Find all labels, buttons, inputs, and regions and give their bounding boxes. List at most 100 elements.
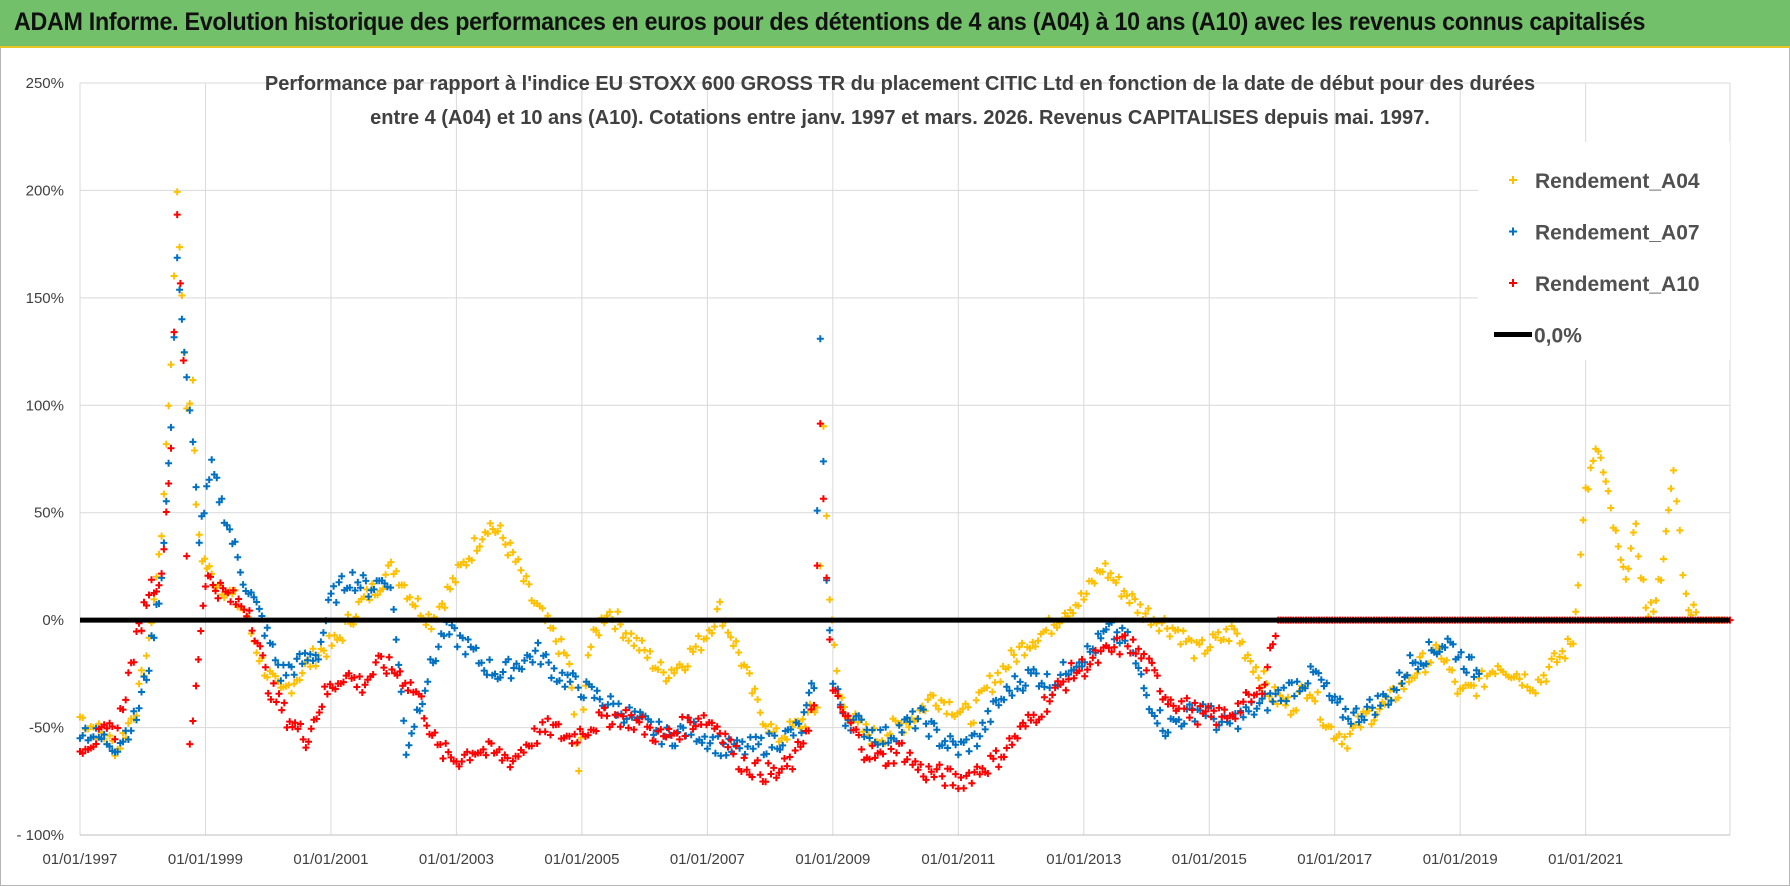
data-point (1395, 669, 1403, 677)
data-point (596, 695, 604, 703)
data-point (1038, 713, 1046, 721)
data-point (925, 763, 933, 770)
data-point (245, 607, 253, 615)
data-point (1145, 655, 1153, 663)
data-point (1421, 668, 1429, 676)
data-point (232, 600, 240, 608)
data-point (1164, 728, 1172, 736)
data-point (1639, 576, 1647, 584)
data-point (449, 574, 457, 582)
data-point (392, 567, 400, 575)
data-point (1475, 670, 1483, 678)
data-point (1015, 643, 1023, 651)
data-point (256, 642, 264, 650)
data-point (315, 709, 323, 716)
chart-title-line1: Performance par rapport à l'indice EU ST… (264, 73, 1536, 95)
data-point (1031, 643, 1039, 650)
data-point (291, 719, 299, 727)
data-point (754, 696, 762, 704)
data-point (914, 766, 922, 774)
data-point (331, 631, 338, 639)
data-point (1266, 644, 1274, 652)
data-point (1247, 698, 1255, 706)
data-point (1107, 569, 1115, 577)
y-tick-label: 200% (26, 182, 64, 199)
data-point (1472, 692, 1480, 700)
data-point (1667, 485, 1675, 493)
data-point (235, 595, 243, 603)
data-point (239, 581, 247, 589)
data-point (195, 539, 203, 547)
data-point (517, 566, 525, 574)
data-point (630, 642, 638, 650)
data-point (440, 632, 448, 640)
data-point (1411, 674, 1418, 682)
data-point (421, 687, 429, 695)
data-point (1333, 699, 1341, 706)
data-point (992, 696, 1000, 704)
data-point (328, 642, 336, 650)
data-point (1650, 608, 1657, 616)
data-point (504, 754, 511, 762)
data-point (404, 687, 412, 694)
data-point (826, 626, 834, 634)
data-point (858, 745, 865, 753)
data-point (858, 716, 865, 724)
data-point (167, 444, 175, 452)
data-point (145, 667, 153, 675)
data-point (833, 667, 841, 675)
data-point (263, 624, 271, 632)
data-point (743, 766, 751, 774)
data-point (468, 556, 476, 564)
data-point (1444, 635, 1452, 643)
data-point (1234, 725, 1242, 733)
data-point (1010, 651, 1018, 659)
data-point (671, 742, 679, 750)
data-point (1014, 734, 1021, 742)
data-point (1183, 694, 1191, 702)
banner-title: ADAM Informe. Evolution historique des p… (14, 8, 1646, 36)
data-point (402, 751, 410, 759)
data-point (491, 670, 499, 678)
data-point (504, 655, 512, 663)
data-point (789, 765, 796, 773)
data-point (646, 647, 654, 655)
data-point (158, 532, 166, 540)
data-point (810, 684, 818, 692)
data-point (496, 522, 504, 529)
data-point (987, 718, 995, 726)
data-point (580, 694, 588, 702)
data-point (1589, 457, 1597, 465)
data-point (997, 678, 1004, 686)
data-point (506, 539, 514, 547)
data-point (713, 723, 721, 731)
data-point (662, 733, 670, 741)
data-point (526, 653, 534, 661)
data-point (914, 715, 922, 723)
data-point (611, 625, 619, 633)
data-point (176, 286, 184, 294)
data-point (176, 279, 184, 287)
data-point (192, 501, 200, 508)
data-point (984, 770, 992, 777)
data-point (153, 588, 160, 595)
data-point (1159, 727, 1167, 735)
data-point (1457, 648, 1465, 656)
data-point (1226, 719, 1234, 727)
data-point (1451, 678, 1459, 686)
data-point (1569, 640, 1577, 648)
data-point (135, 680, 143, 688)
data-point (1080, 596, 1088, 603)
data-point (1059, 678, 1067, 686)
data-point (209, 581, 217, 589)
data-point (681, 666, 689, 674)
data-point (195, 531, 203, 539)
data-point (805, 689, 813, 697)
data-point (1083, 590, 1090, 598)
data-point (162, 508, 170, 516)
data-point (269, 640, 277, 648)
data-point (1142, 610, 1150, 617)
data-point (608, 720, 616, 728)
data-point (124, 736, 132, 743)
data-point (459, 634, 467, 642)
